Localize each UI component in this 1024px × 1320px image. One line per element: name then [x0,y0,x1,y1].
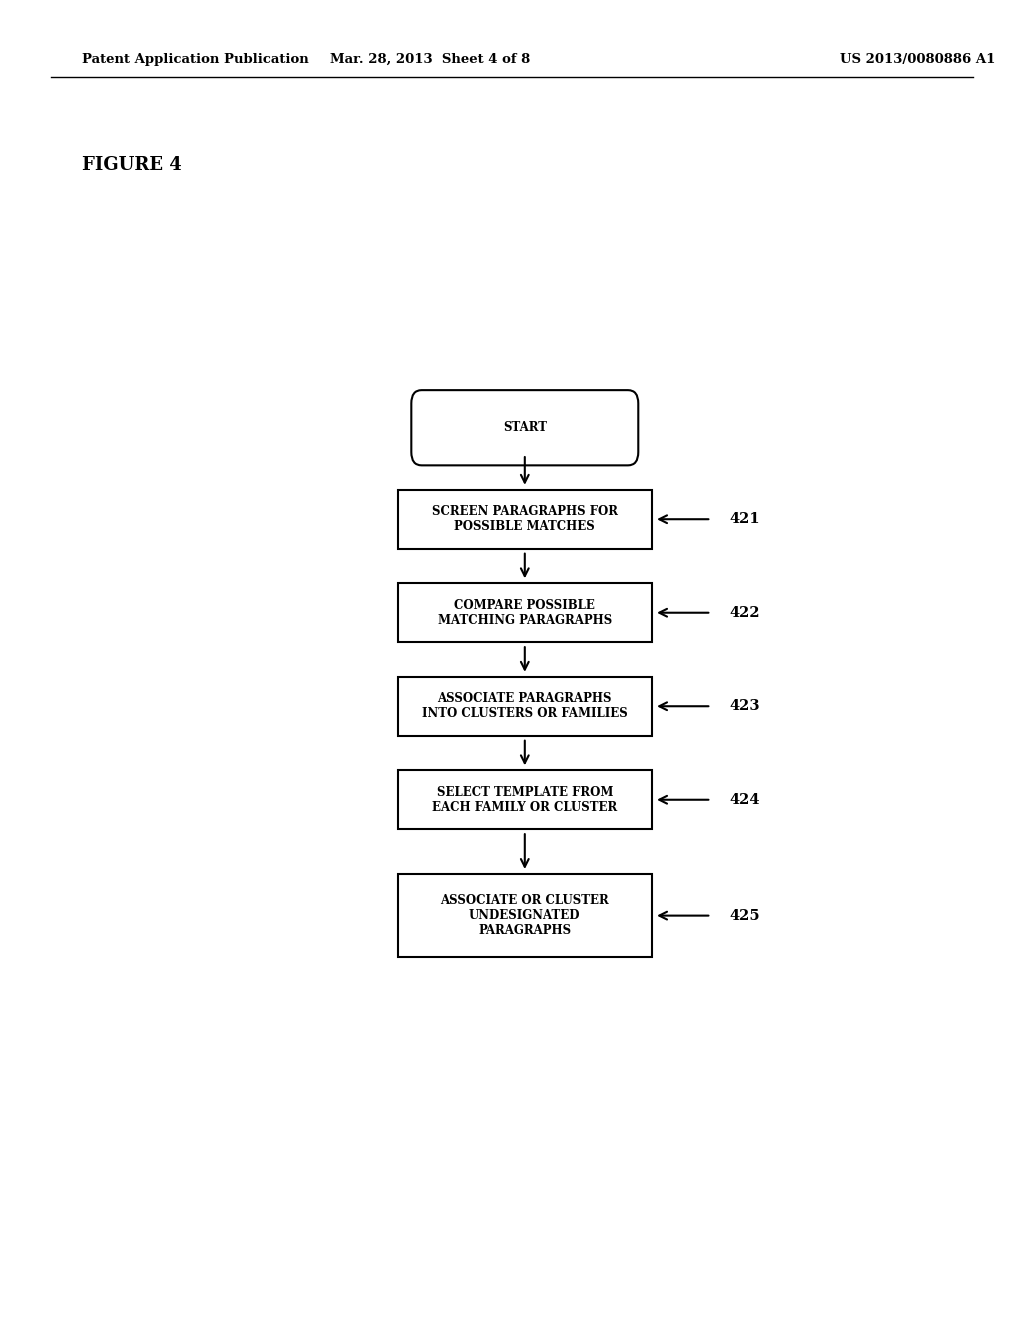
Text: ASSOCIATE OR CLUSTER
UNDESIGNATED
PARAGRAPHS: ASSOCIATE OR CLUSTER UNDESIGNATED PARAGR… [440,894,609,937]
Text: 424: 424 [729,793,760,807]
FancyBboxPatch shape [412,391,638,466]
Text: Mar. 28, 2013  Sheet 4 of 8: Mar. 28, 2013 Sheet 4 of 8 [330,53,530,66]
Text: COMPARE POSSIBLE
MATCHING PARAGRAPHS: COMPARE POSSIBLE MATCHING PARAGRAPHS [437,599,612,627]
FancyBboxPatch shape [397,874,651,957]
Text: US 2013/0080886 A1: US 2013/0080886 A1 [840,53,995,66]
FancyBboxPatch shape [397,771,651,829]
FancyBboxPatch shape [397,583,651,643]
Text: 425: 425 [729,908,760,923]
Text: 421: 421 [729,512,760,527]
FancyBboxPatch shape [397,677,651,735]
Text: 423: 423 [729,700,760,713]
Text: SELECT TEMPLATE FROM
EACH FAMILY OR CLUSTER: SELECT TEMPLATE FROM EACH FAMILY OR CLUS… [432,785,617,813]
Text: SCREEN PARAGRAPHS FOR
POSSIBLE MATCHES: SCREEN PARAGRAPHS FOR POSSIBLE MATCHES [432,506,617,533]
Text: START: START [503,421,547,434]
Text: FIGURE 4: FIGURE 4 [82,156,181,174]
Text: 422: 422 [729,606,760,619]
Text: Patent Application Publication: Patent Application Publication [82,53,308,66]
Text: ASSOCIATE PARAGRAPHS
INTO CLUSTERS OR FAMILIES: ASSOCIATE PARAGRAPHS INTO CLUSTERS OR FA… [422,692,628,721]
FancyBboxPatch shape [397,490,651,549]
